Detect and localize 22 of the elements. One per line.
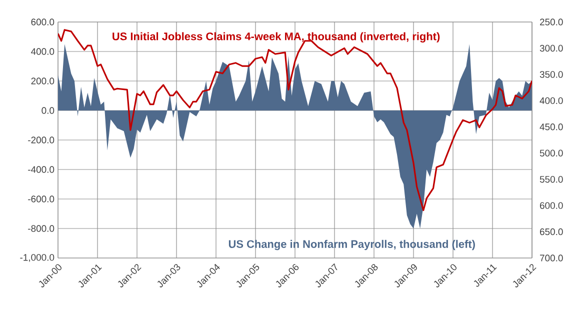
y2-tick-label: 600.0 [540, 202, 563, 209]
y2-tick-label: 400.0 [540, 97, 563, 104]
text: US Change in Nonfarm Payrolls, thousand (left) [228, 240, 475, 250]
y2-tick-label: 700.0 [540, 254, 563, 262]
y-tick-label: -600.0 [28, 196, 54, 202]
y-tick-label: -1,000.0 [20, 254, 54, 262]
y2-tick-label: 300.0 [540, 44, 563, 52]
series-label: US Initial Jobless Claims 4-week MA, thousand (inverted, right) [112, 32, 440, 42]
line-series [58, 29, 532, 212]
y-tick-label: -400.0 [28, 166, 54, 173]
y-tick-label: 600.0 [31, 18, 54, 26]
y-tick-label: 400.0 [31, 48, 54, 55]
y2-tick-label: 250.0 [540, 18, 563, 26]
y-tick-label: 0.0 [42, 107, 54, 114]
y2-tick-label: 350.0 [540, 71, 563, 78]
y-tick-label: -200.0 [28, 136, 54, 144]
y-tick-label: -800.0 [28, 225, 54, 232]
y-tick-label: 200.0 [31, 78, 54, 84]
y2-tick-label: 450.0 [540, 124, 563, 130]
y2-tick-label: 650.0 [540, 228, 563, 236]
y2-tick-label: 550.0 [540, 176, 563, 183]
y2-tick-label: 500.0 [540, 150, 563, 156]
